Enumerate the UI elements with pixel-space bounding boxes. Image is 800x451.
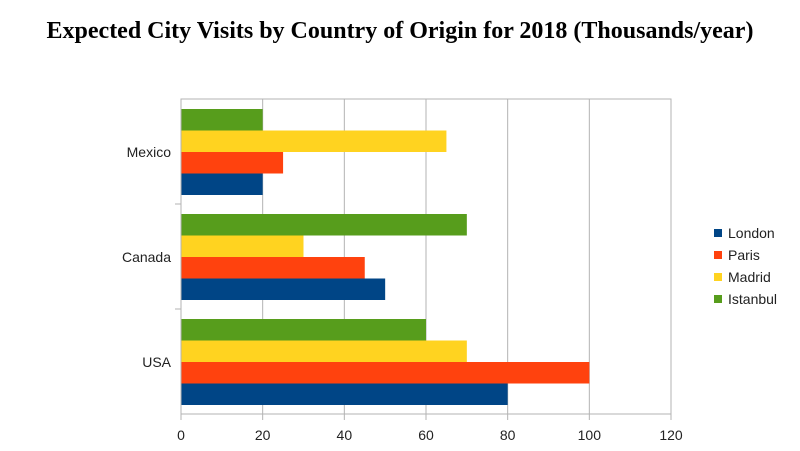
bar-madrid-usa bbox=[181, 340, 467, 362]
axes: 0 20 40 60 80 100 120 Mexico Canada USA bbox=[122, 98, 683, 443]
x-tick-label: 20 bbox=[255, 427, 271, 443]
bar-paris-canada bbox=[181, 257, 365, 279]
legend-swatch-london bbox=[714, 229, 722, 237]
x-tick-label: 120 bbox=[659, 427, 683, 443]
bar-istanbul-usa bbox=[181, 319, 426, 341]
x-tick-label: 100 bbox=[578, 427, 602, 443]
legend-label-london: London bbox=[728, 225, 775, 241]
x-tick-label: 60 bbox=[418, 427, 434, 443]
bar-paris-mexico bbox=[181, 152, 284, 174]
legend-swatch-paris bbox=[714, 251, 722, 259]
y-tick-label: Mexico bbox=[127, 144, 172, 160]
legend-swatch-istanbul bbox=[714, 295, 722, 303]
y-tick-label: USA bbox=[142, 354, 171, 370]
bar-madrid-canada bbox=[181, 235, 304, 257]
x-tick-label: 40 bbox=[337, 427, 353, 443]
bar-madrid-mexico bbox=[181, 130, 447, 152]
plot-border bbox=[180, 98, 672, 415]
legend: London Paris Madrid Istanbul bbox=[714, 225, 777, 307]
bar-london-canada bbox=[181, 278, 386, 300]
bar-istanbul-canada bbox=[181, 214, 467, 236]
legend-label-istanbul: Istanbul bbox=[728, 291, 777, 307]
chart-title: Expected City Visits by Country of Origi… bbox=[46, 18, 754, 44]
x-tick-label: 0 bbox=[177, 427, 185, 443]
bar-paris-usa bbox=[181, 362, 590, 384]
legend-label-madrid: Madrid bbox=[728, 269, 771, 285]
x-tick-label: 80 bbox=[500, 427, 516, 443]
bar-london-mexico bbox=[181, 173, 263, 195]
bar-istanbul-mexico bbox=[181, 109, 263, 131]
bars bbox=[181, 109, 590, 405]
legend-label-paris: Paris bbox=[728, 247, 760, 263]
legend-swatch-madrid bbox=[714, 273, 722, 281]
y-tick-label: Canada bbox=[122, 249, 171, 265]
bar-london-usa bbox=[181, 383, 508, 405]
